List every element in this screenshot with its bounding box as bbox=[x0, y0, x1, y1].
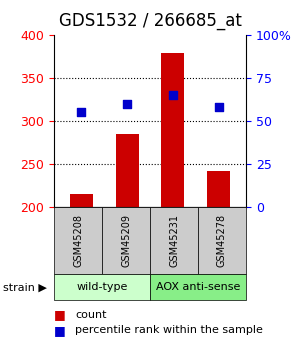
Text: GSM45278: GSM45278 bbox=[217, 214, 227, 267]
Bar bbox=[207, 171, 230, 207]
Text: ■: ■ bbox=[54, 324, 66, 337]
Point bbox=[216, 104, 221, 110]
Text: wild-type: wild-type bbox=[76, 282, 128, 292]
Bar bbox=[161, 53, 184, 207]
Text: GSM45209: GSM45209 bbox=[121, 214, 131, 267]
Point bbox=[79, 109, 84, 115]
Text: AOX anti-sense: AOX anti-sense bbox=[156, 282, 240, 292]
Bar bbox=[70, 194, 93, 207]
Text: count: count bbox=[75, 310, 106, 320]
Bar bbox=[116, 134, 139, 207]
Text: GSM45208: GSM45208 bbox=[73, 214, 83, 267]
Point bbox=[170, 92, 175, 98]
Text: GDS1532 / 266685_at: GDS1532 / 266685_at bbox=[58, 12, 242, 30]
Text: GSM45231: GSM45231 bbox=[169, 214, 179, 267]
Text: ■: ■ bbox=[54, 308, 66, 321]
Text: strain ▶: strain ▶ bbox=[3, 282, 47, 292]
Text: percentile rank within the sample: percentile rank within the sample bbox=[75, 325, 263, 335]
Point bbox=[125, 101, 130, 106]
